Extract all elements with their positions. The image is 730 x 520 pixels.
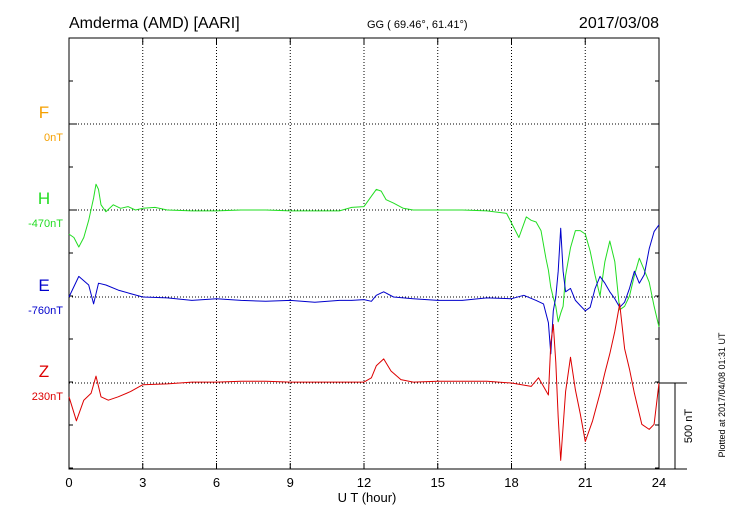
series-line-E [68,224,660,355]
series-line-Z [68,303,660,461]
y-tick-marks [69,80,659,469]
scale-bar-label: 500 nT [683,409,695,444]
x-tick-label: 12 [357,475,371,490]
plotted-timestamp: Plotted at 2017/04/08 01:31 UT [717,332,727,458]
series-label-E: E [38,276,49,295]
series-line-H [68,183,660,328]
series-labels: F 0nT H -470nT E -760nT Z 230nT [28,103,63,403]
x-tick-label: 15 [431,475,445,490]
series-baseline-H: -470nT [28,218,63,230]
series-baseline-E: -760nT [28,305,63,317]
scale-bar [659,382,687,470]
series-label-H: H [38,189,50,208]
x-tick-label: 6 [213,475,220,490]
geo-coordinates: GG ( 69.46°, 61.41°) [367,19,468,31]
x-tick-label: 0 [65,475,72,490]
x-tick-label: 18 [504,475,518,490]
x-tick-label: 21 [578,475,592,490]
x-tick-label: 24 [652,475,666,490]
series-baseline-Z: 230nT [32,391,63,403]
x-axis-label: U T (hour) [338,490,397,505]
x-tick-label: 9 [287,475,294,490]
station-title: Amderma (AMD) [AARI] [69,15,240,32]
series-label-Z: Z [39,362,49,381]
x-tick-label: 3 [139,475,146,490]
baseline-lines [69,123,659,384]
series-lines [68,183,660,461]
x-axis-ticks: 0 3 6 9 12 15 18 21 24 [65,38,666,490]
date-label: 2017/03/08 [579,15,659,32]
series-baseline-F: 0nT [44,132,63,144]
grid-lines [142,38,586,469]
series-label-F: F [39,103,49,122]
